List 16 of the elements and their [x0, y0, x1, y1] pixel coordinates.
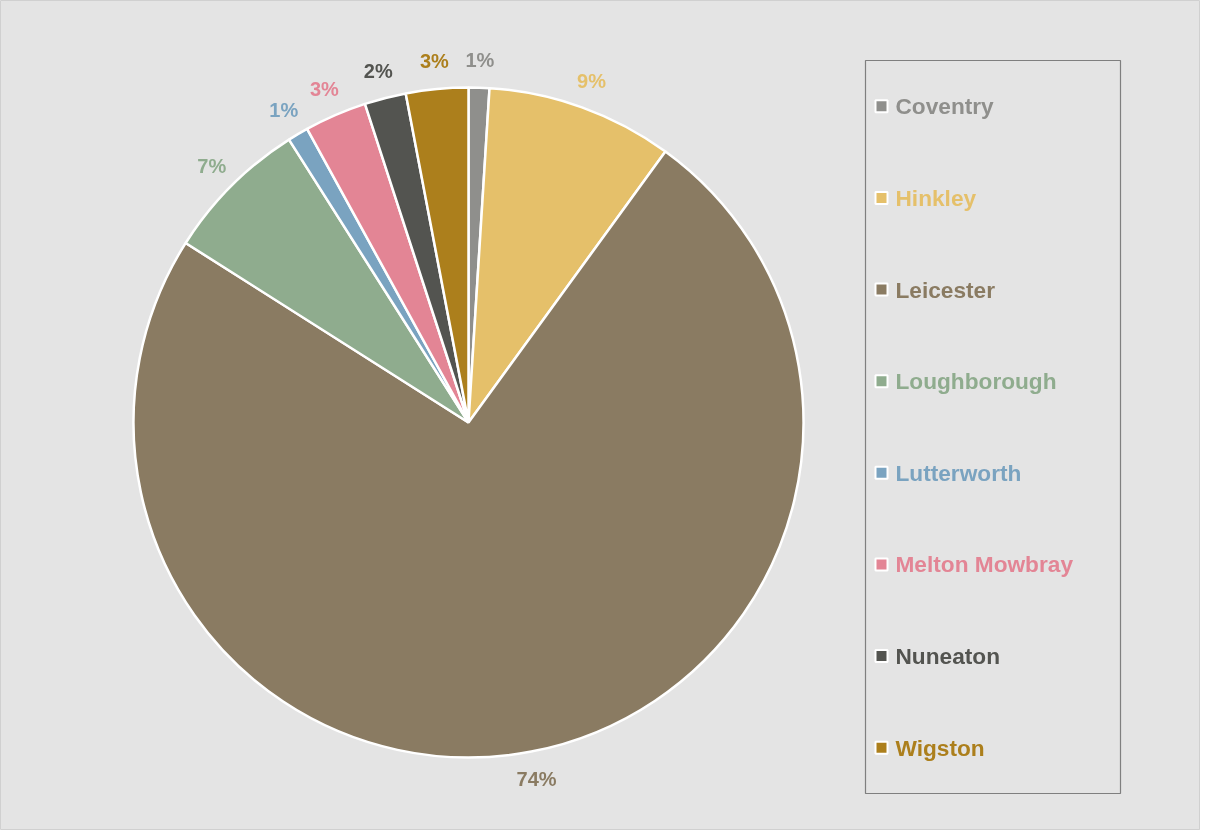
data-label: 7%: [197, 154, 227, 177]
data-label: 3%: [309, 78, 340, 101]
legend-label: Nuneaton: [895, 643, 1000, 670]
legend-label: Hinkley: [895, 184, 977, 211]
legend-label: Loughborough: [895, 368, 1057, 395]
legend-label: Leicester: [895, 276, 996, 303]
data-label: 9%: [577, 69, 607, 92]
data-label: 1%: [269, 99, 299, 122]
data-label: 1%: [465, 48, 495, 71]
legend-label: Wigston: [895, 734, 985, 761]
data-label: 74%: [516, 768, 557, 791]
data-label: 3%: [419, 50, 450, 73]
legend-label: Lutterworth: [895, 459, 1022, 486]
legend-label: Melton Mowbray: [895, 551, 1074, 578]
legend-label: Coventry: [895, 93, 995, 120]
data-label: 2%: [363, 59, 393, 82]
